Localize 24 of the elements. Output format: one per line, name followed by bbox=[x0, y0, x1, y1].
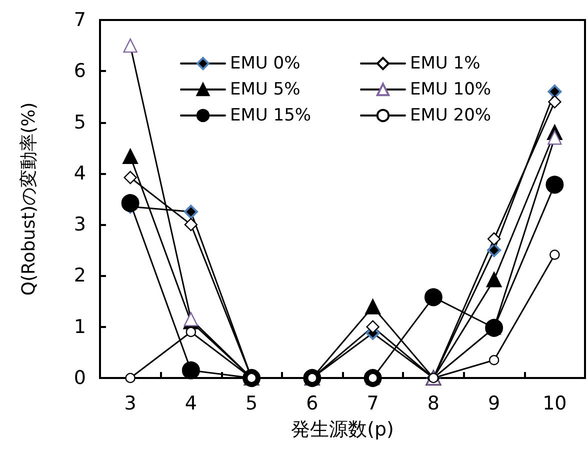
x-tick-label: 8 bbox=[427, 392, 440, 414]
legend-label: EMU 0% bbox=[230, 54, 300, 74]
x-tick-label: 5 bbox=[246, 392, 258, 414]
y-tick-label: 4 bbox=[74, 162, 86, 184]
legend-label: EMU 1% bbox=[410, 54, 480, 74]
legend-label: EMU 10% bbox=[410, 80, 492, 100]
x-axis-title: 発生源数(p) bbox=[291, 418, 394, 440]
x-tick-label: 4 bbox=[184, 392, 197, 414]
y-tick-label: 3 bbox=[74, 214, 86, 236]
legend-label: EMU 5% bbox=[230, 80, 300, 100]
x-tick-label: 6 bbox=[306, 392, 318, 414]
y-tick-label: 2 bbox=[74, 264, 86, 287]
y-tick-label: 1 bbox=[74, 316, 86, 338]
y-tick-label: 0 bbox=[74, 367, 86, 389]
y-axis-title: Q(Robust)の変動率(%) bbox=[18, 102, 40, 296]
x-tick-label: 3 bbox=[124, 392, 136, 414]
legend-label: EMU 15% bbox=[230, 106, 312, 126]
x-tick-label: 9 bbox=[488, 392, 500, 414]
x-tick-label: 7 bbox=[366, 392, 379, 414]
x-tick-label: 10 bbox=[542, 392, 567, 414]
y-tick-label: 6 bbox=[74, 60, 86, 82]
y-tick-label: 7 bbox=[74, 9, 86, 31]
y-tick-label: 5 bbox=[74, 111, 86, 134]
legend-label: EMU 20% bbox=[410, 106, 492, 126]
